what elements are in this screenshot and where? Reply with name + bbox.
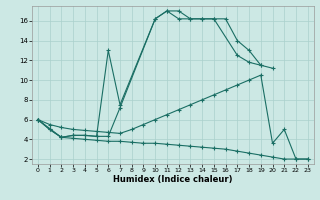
X-axis label: Humidex (Indice chaleur): Humidex (Indice chaleur): [113, 175, 233, 184]
